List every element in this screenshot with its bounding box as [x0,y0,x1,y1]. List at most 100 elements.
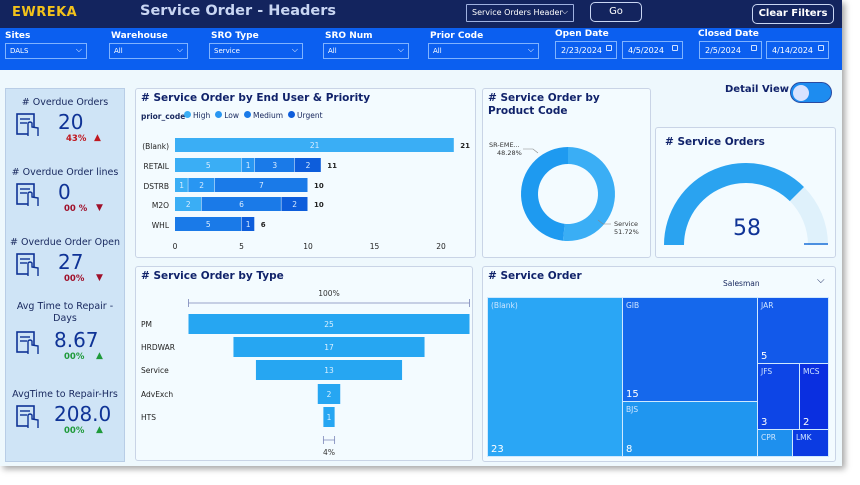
legend-item[interactable]: High [184,111,210,120]
legend-dot-icon [184,111,191,118]
treemap-cell[interactable]: JAR 5 [757,297,829,364]
x-tick-label: 5 [239,242,244,251]
kpi-title: # Overdue Order lines [11,167,119,178]
treemap-value: 3 [761,417,768,428]
bar-segment[interactable] [175,197,202,211]
donut-slice[interactable] [562,147,616,241]
product-code-chart: # Service Order by Product Code SR-EME..… [482,88,651,258]
bar-segment[interactable] [188,178,215,192]
calendar-icon[interactable] [818,45,824,51]
bar-segment[interactable] [294,158,321,172]
bar-value: 25 [324,320,334,329]
triangle-up-icon: ▲ [94,133,101,143]
kpi-panel: # Overdue Orders 20 43% ▲ # Overdue Order l… [5,88,125,462]
total-label: 10 [314,201,324,209]
detail-view-label: Detail View [725,84,789,95]
sites-value: DALS [10,47,29,55]
segment-label: 1 [246,220,251,229]
treemap-cell[interactable]: JFS 3 [757,363,800,430]
gauge-fill [664,163,804,245]
category-label: DSTRB [144,182,169,191]
kpi-value: 0 [58,180,71,204]
bar-segment[interactable] [254,158,295,172]
treemap-label: MCS [803,367,820,376]
treemap-cell[interactable]: (Blank) 23 [487,297,623,457]
bar-segment[interactable] [241,158,255,172]
segment-label: 2 [199,181,204,190]
chart-title: # Service Order by Type [141,270,284,282]
bar-segment[interactable] [175,178,188,192]
slice-label: SR-EME... [489,141,520,149]
leader-line [523,148,539,154]
treemap-cell[interactable]: MCS 2 [799,363,829,430]
hand-pointer-card-icon [16,253,40,277]
closed-date-to-input[interactable]: 4/14/2024 [766,41,829,59]
calendar-icon[interactable] [672,45,678,51]
calendar-icon[interactable] [606,45,612,51]
detail-view-toggle[interactable] [790,82,832,103]
sites-dropdown[interactable]: DALS ⌵ [5,43,87,59]
warehouse-value: All [114,47,123,55]
bar-segment[interactable] [241,217,255,231]
bar-segment[interactable] [281,197,308,211]
bar-segment[interactable] [214,178,308,192]
total-label: 6 [261,221,266,229]
service-orders-gauge-card: # Service Orders 58 [655,127,836,258]
hand-pointer-card-icon [16,113,40,137]
report-select[interactable]: Service Orders Header ⌵ [466,4,574,22]
legend-item[interactable]: Low [215,111,239,120]
segment-label: 2 [292,200,297,209]
closed-date-from-input[interactable]: 2/5/2024 [699,41,762,59]
dashboard: EWREKA Service Order - Headers Service O… [0,0,842,466]
toggle-knob [793,85,809,101]
bar-segment[interactable] [175,158,241,172]
filter-label-prior-code: Prior Code [430,31,484,41]
prior-code-value: All [433,47,442,55]
warehouse-dropdown[interactable]: All ⌵ [109,43,188,59]
segment-label: 21 [310,141,320,150]
filter-label-warehouse: Warehouse [111,31,168,41]
x-tick-label: 20 [436,242,446,251]
funnel-bar[interactable] [255,360,403,380]
donut-slice[interactable] [521,147,568,241]
clear-filters-button[interactable]: Clear Filters [752,4,834,24]
treemap-value: 5 [761,351,768,362]
category-label: M2O [152,201,169,210]
bottom-bracket [322,436,336,444]
kpi-delta: 43% [66,134,87,144]
sro-type-dropdown[interactable]: Service ⌵ [209,43,303,59]
x-tick-label: 0 [173,242,178,251]
bar-segment[interactable] [175,217,241,231]
legend-item[interactable]: Medium [244,111,283,120]
legend-item[interactable]: Urgent [288,111,323,120]
funnel-bar[interactable] [323,407,335,427]
treemap-cell[interactable]: GIB 15 [622,297,758,402]
treemap-cell[interactable]: BJS 8 [622,401,758,457]
treemap-cell[interactable]: CPR [757,429,793,457]
bar-segment[interactable] [201,197,281,211]
chevron-down-icon: ⌵ [397,45,404,54]
chart-title: # Service Order [488,270,582,282]
funnel-bar[interactable] [233,337,425,357]
treemap-cell[interactable]: LMK [792,429,829,457]
open-date-from-input[interactable]: 2/23/2024 [555,41,617,59]
sro-num-dropdown[interactable]: All ⌵ [323,43,409,59]
calendar-icon[interactable] [751,45,757,51]
funnel-bar[interactable] [317,384,341,404]
bar-value: 17 [324,343,334,352]
prior-code-dropdown[interactable]: All ⌵ [428,43,539,59]
filter-label-sro-type: SRO Type [211,31,259,41]
segment-label: 5 [206,220,211,229]
open-date-to-input[interactable]: 4/5/2024 [622,41,683,59]
treemap-label: LMK [796,433,812,442]
go-button[interactable]: Go [590,2,642,22]
chart-title: # Service Order by End User & Priority [141,92,371,104]
kpi-delta: 00 % [64,204,88,214]
chevron-down-icon[interactable]: ⌵ [817,275,825,286]
end-user-priority-chart: # Service Order by End User & Priority p… [135,88,476,258]
funnel-bar[interactable] [188,314,470,334]
slice-value: 48.28% [497,149,522,157]
bar-segment[interactable] [175,138,454,152]
kpi-delta: 00% [64,352,85,362]
